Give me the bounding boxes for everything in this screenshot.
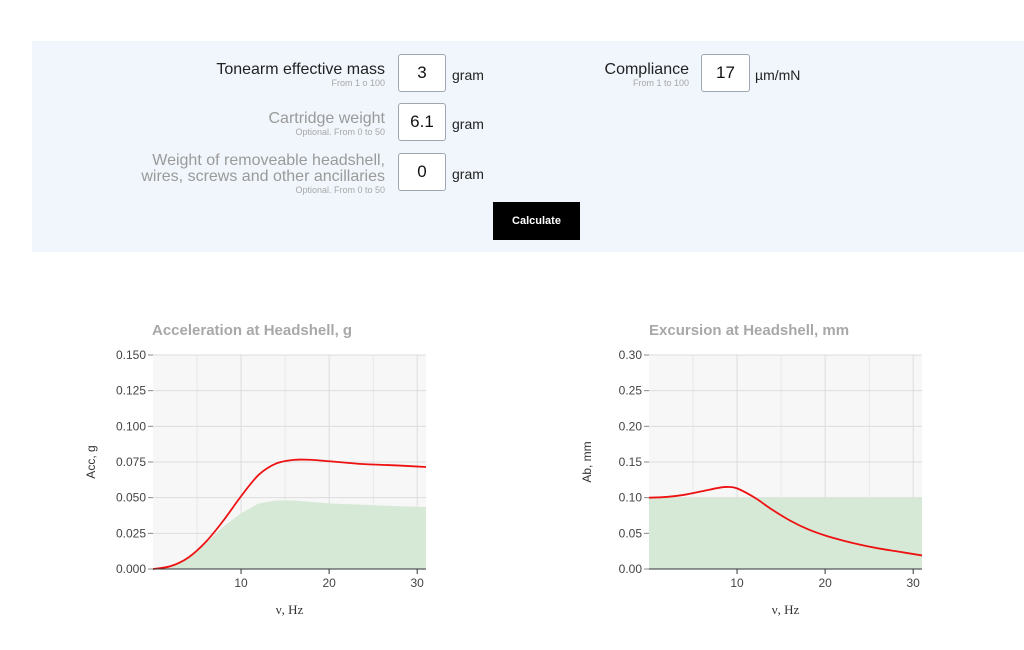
compliance-label: Compliance From 1 to 100 [604,61,689,89]
acceleration-chart-title: Acceleration at Headshell, g [152,322,353,339]
compliance-hint: From 1 to 100 [632,78,689,88]
x-tick-label: 30 [907,576,921,590]
headshell-weight-label: Weight of removeable headshell, wires, s… [141,152,385,196]
compliance-unit: µm/mN [755,67,801,83]
y-tick-label: 0.25 [619,384,643,398]
cartridge-weight-label: Cartridge weight Optional. From 0 to 50 [268,110,386,138]
limit-area-series [153,500,426,569]
y-axis-title: Ab, mm [580,441,594,482]
x-tick-label: 20 [818,576,832,590]
headshell-weight-unit: gram [452,166,484,182]
y-tick-label: 0.05 [619,526,643,540]
x-tick-label: 20 [322,576,336,590]
headshell-weight-input[interactable] [398,153,446,191]
limit-area-series [649,497,922,569]
tonearm-mass-unit: gram [452,67,484,83]
calculate-button[interactable]: Calculate [493,202,580,240]
response-curve-series [152,458,427,570]
headshell-weight-label-line1: Weight of removeable headshell, [152,152,385,169]
x-axis-title: ν, Hz [276,602,304,617]
x-tick-label: 10 [234,576,248,590]
tonearm-mass-input[interactable] [398,54,446,92]
tonearm-mass-label-text: Tonearm effective mass [216,61,385,78]
y-tick-label: 0.20 [619,419,643,433]
y-tick-label: 0.125 [116,384,146,398]
y-tick-label: 0.150 [116,348,146,362]
x-tick-label: 30 [411,576,425,590]
excursion-chart-title: Excursion at Headshell, mm [649,322,850,339]
cartridge-weight-label-text: Cartridge weight [268,110,386,127]
y-tick-label: 0.000 [116,562,146,576]
headshell-weight-hint: Optional. From 0 to 50 [295,185,385,195]
y-tick-label: 0.10 [619,491,643,505]
tonearm-mass-hint: From 1 o 100 [331,78,385,88]
x-tick-label: 10 [730,576,744,590]
y-tick-label: 0.30 [619,348,643,362]
tonearm-mass-label: Tonearm effective mass From 1 o 100 [216,61,385,89]
cartridge-weight-unit: gram [452,116,484,132]
y-tick-label: 0.025 [116,526,146,540]
acceleration-chart: 0.000 0.025 0.050 0.075 0.100 0.125 0.150 10 20 3… [84,348,427,617]
y-tick-label: 0.075 [116,455,146,469]
y-tick-label: 0.15 [619,455,643,469]
headshell-weight-label-line2: wires, screws and other ancillaries [141,168,385,185]
compliance-label-text: Compliance [604,61,689,78]
cartridge-weight-hint: Optional. From 0 to 50 [295,127,385,137]
cartridge-weight-input[interactable] [398,103,446,141]
compliance-input[interactable] [701,54,750,92]
y-tick-label: 0.100 [116,419,146,433]
response-curve-series [648,486,923,557]
y-axis-title: Acc, g [84,445,98,478]
y-tick-label: 0.00 [619,562,643,576]
x-axis-title: ν, Hz [772,602,800,617]
y-tick-label: 0.050 [116,491,146,505]
